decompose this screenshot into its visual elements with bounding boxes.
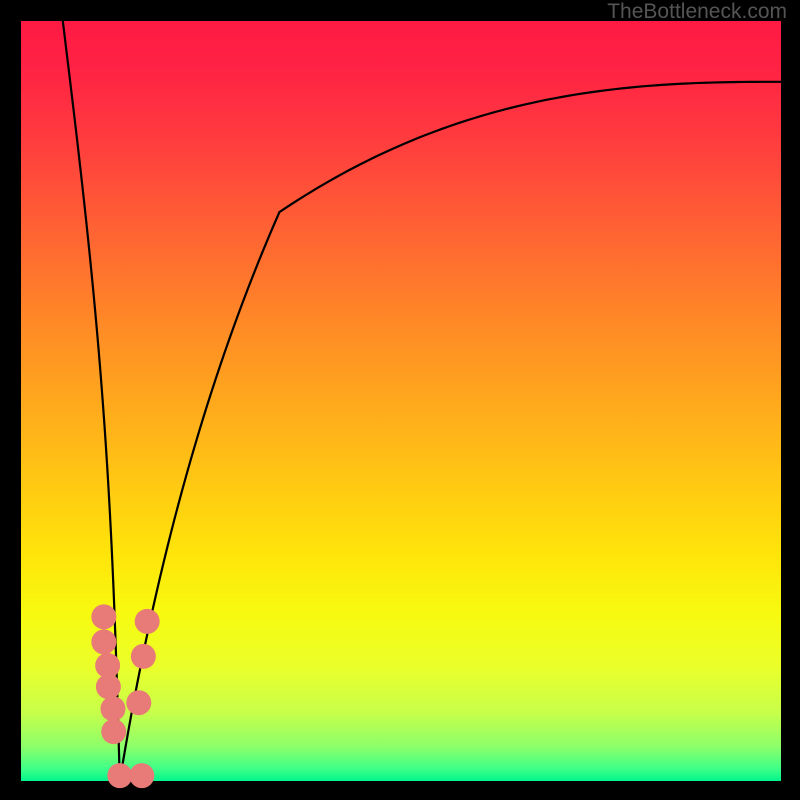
- data-marker: [91, 604, 116, 629]
- data-marker: [131, 644, 156, 669]
- data-marker: [126, 690, 151, 715]
- data-marker: [101, 719, 126, 744]
- right-branch-curve: [120, 82, 781, 781]
- data-marker: [95, 653, 120, 678]
- plot-area: [21, 21, 781, 781]
- credit-text: TheBottleneck.com: [607, 0, 787, 24]
- data-marker: [135, 609, 160, 634]
- data-marker: [107, 763, 132, 788]
- data-marker: [129, 763, 154, 788]
- data-marker: [96, 674, 121, 699]
- chart-container: TheBottleneck.com: [0, 0, 800, 800]
- curves-layer: [21, 21, 781, 781]
- data-marker: [100, 696, 125, 721]
- data-marker: [91, 629, 116, 654]
